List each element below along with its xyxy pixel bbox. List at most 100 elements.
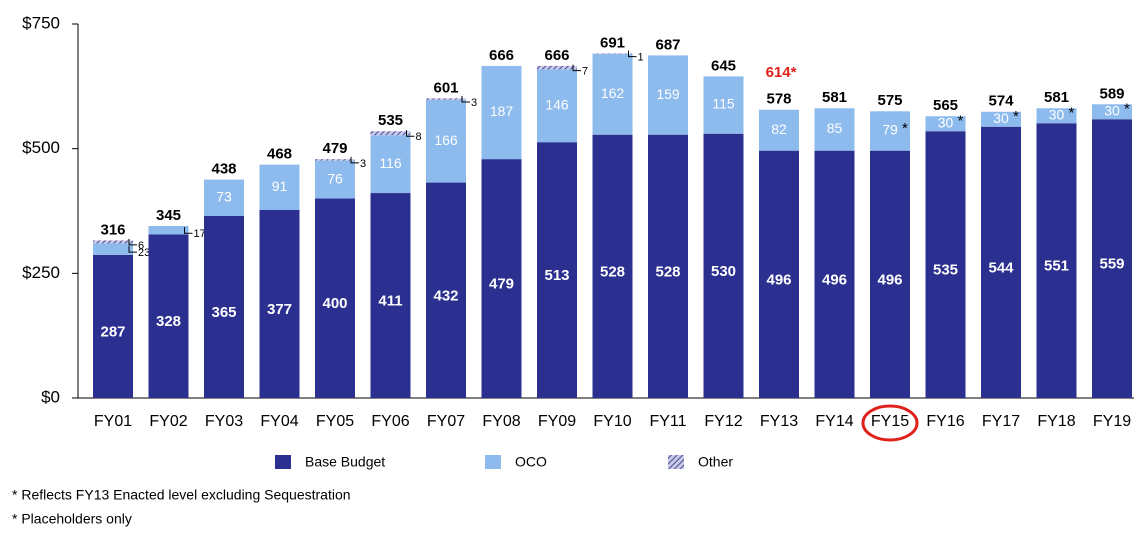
total-label: 581 (822, 89, 847, 106)
legend-label: Other (698, 454, 733, 470)
total-label: 691 (600, 34, 625, 51)
footnote: * Reflects FY13 Enacted level excluding … (12, 487, 351, 503)
total-label: 479 (322, 140, 347, 157)
total-label: 438 (211, 161, 236, 178)
data-label: 3 (360, 158, 366, 170)
data-label: 287 (100, 323, 125, 340)
bar-segment (93, 243, 133, 255)
data-label: 528 (655, 263, 680, 280)
x-tick-label: FY02 (149, 413, 187, 430)
bar-segment (148, 225, 189, 235)
x-tick-label: FY13 (760, 413, 798, 430)
leader-line (461, 96, 470, 103)
bar-segment (537, 69, 577, 143)
data-label: 377 (267, 301, 292, 318)
data-label: 400 (322, 295, 347, 312)
legend-label: OCO (515, 454, 547, 470)
x-tick-label: FY09 (538, 413, 576, 430)
data-label: 162 (601, 85, 625, 101)
bar-segment (1092, 119, 1132, 398)
bar-segment (703, 133, 744, 398)
x-tick-label: FY08 (482, 413, 520, 430)
data-label: 559 (1099, 256, 1124, 273)
total-label: 601 (433, 79, 458, 96)
y-tick-label: $250 (22, 263, 60, 282)
total-label: 589 (1099, 85, 1124, 102)
data-label: 166 (434, 132, 458, 148)
data-label: 23 (138, 247, 150, 259)
data-label: 496 (822, 271, 847, 288)
bar-segment (370, 131, 411, 136)
bar-segment (204, 215, 244, 398)
x-tick-label: FY03 (205, 413, 243, 430)
total-label: 581 (1044, 89, 1069, 106)
total-label: 645 (711, 57, 736, 74)
bar-segment (481, 159, 522, 398)
leader-line (628, 50, 637, 58)
y-tick-label: $500 (22, 138, 60, 157)
x-tick-label: FY18 (1037, 413, 1075, 430)
bar-segment (1036, 123, 1077, 398)
total-label: 468 (267, 146, 292, 163)
data-label: 8 (416, 131, 422, 143)
data-label: 115 (712, 96, 735, 112)
bar-segment (315, 160, 355, 199)
data-label: 411 (378, 292, 402, 309)
bar-segment (814, 108, 855, 151)
x-tick-label: FY01 (94, 413, 132, 430)
bar-segment (259, 210, 300, 398)
note-mark: * (958, 113, 964, 130)
data-label: 528 (600, 263, 625, 280)
total-label: 535 (378, 112, 403, 129)
bar-segment (925, 131, 966, 399)
total-label: 574 (988, 93, 1014, 110)
x-tick-label: FY16 (926, 413, 964, 430)
total-label: 345 (156, 207, 181, 224)
legend-swatch (275, 455, 291, 469)
leader-line (572, 64, 581, 72)
data-label: 496 (877, 271, 902, 288)
bar-segment (93, 240, 133, 244)
bar-segment (426, 182, 466, 398)
data-label: 30 (1049, 106, 1065, 122)
x-tick-label: FY14 (815, 413, 853, 430)
bar-segment (1092, 104, 1132, 120)
bar-segment (759, 150, 799, 398)
bar-segment (703, 76, 744, 134)
data-label: 530 (711, 263, 736, 280)
highlight-circle (861, 404, 919, 442)
data-label: 30 (993, 110, 1009, 126)
bar-segment (370, 193, 411, 398)
legend-label: Base Budget (305, 454, 385, 470)
bar-segment (648, 134, 688, 399)
bar-segment (870, 111, 910, 151)
leader-line (128, 246, 137, 253)
bar-segment (759, 109, 799, 151)
data-label: 7 (582, 66, 588, 78)
y-tick-label: $0 (41, 387, 60, 406)
data-label: 30 (1104, 102, 1120, 118)
bar-segment (925, 116, 966, 132)
bar-segment (648, 55, 688, 135)
x-tick-label: FY10 (593, 413, 631, 430)
note-mark: * (1124, 101, 1130, 118)
x-tick-label: FY17 (982, 413, 1020, 430)
leader-line (350, 156, 359, 164)
data-label: 79 (882, 122, 898, 138)
bar-segment (981, 111, 1021, 127)
x-tick-label: FY15 (871, 413, 909, 430)
data-label: 116 (379, 155, 402, 171)
x-tick-label: FY06 (371, 413, 409, 430)
bar-segment (870, 150, 910, 398)
x-tick-label: FY11 (649, 413, 686, 430)
bar-segment (148, 234, 189, 398)
bar-segment (592, 134, 633, 399)
data-label: 85 (827, 120, 843, 136)
bar-segment (537, 142, 577, 398)
data-label: 328 (156, 313, 181, 330)
total-label: 578 (766, 91, 791, 108)
data-label: 73 (216, 188, 232, 204)
x-tick-label: FY12 (704, 413, 742, 430)
leader-line (406, 130, 415, 137)
annotation: 614* (766, 64, 797, 81)
